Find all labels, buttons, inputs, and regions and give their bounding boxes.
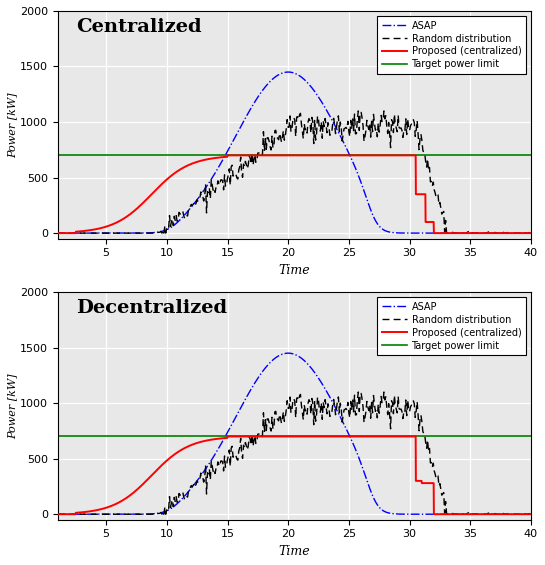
Random distribution (311, 140, 317, 147)
ASAP (514, 230, 521, 237)
Proposed (centralized) (514, 511, 520, 518)
ASAP (427, 511, 434, 518)
Proposed (centralized) (272, 433, 278, 440)
Target power limit (42, 152, 49, 159)
Proposed (centralized) (284, 152, 291, 159)
ASAP (285, 69, 292, 76)
Text: Decentralized: Decentralized (76, 299, 228, 317)
Random distribution (443, 229, 450, 236)
ASAP (272, 73, 278, 80)
Line: ASAP: ASAP (58, 72, 531, 233)
Random distribution (355, 107, 361, 114)
ASAP (284, 69, 291, 76)
Line: Proposed (centralized): Proposed (centralized) (58, 155, 531, 233)
Legend: ASAP, Random distribution, Proposed (centralized), Target power limit: ASAP, Random distribution, Proposed (cen… (378, 16, 526, 74)
Proposed (centralized) (514, 511, 521, 518)
ASAP (54, 230, 61, 237)
ASAP (272, 355, 278, 362)
Proposed (centralized) (528, 511, 534, 518)
Proposed (centralized) (225, 433, 231, 440)
Proposed (centralized) (284, 433, 291, 440)
Random distribution (443, 510, 450, 516)
Proposed (centralized) (54, 511, 61, 518)
Proposed (centralized) (427, 219, 434, 225)
Random distribution (54, 511, 61, 518)
Random distribution (517, 229, 524, 236)
Random distribution (282, 414, 288, 420)
Y-axis label: Power [kW]: Power [kW] (7, 373, 17, 439)
ASAP (78, 511, 85, 518)
Target power limit (54, 433, 61, 440)
Line: Random distribution: Random distribution (58, 392, 531, 514)
Proposed (centralized) (427, 480, 434, 486)
Random distribution (336, 128, 343, 135)
Line: ASAP: ASAP (58, 353, 531, 514)
Random distribution (311, 421, 317, 428)
ASAP (514, 511, 521, 518)
Random distribution (517, 511, 524, 518)
Proposed (centralized) (78, 228, 85, 234)
ASAP (528, 230, 534, 237)
ASAP (528, 511, 534, 518)
Random distribution (279, 415, 286, 421)
ASAP (427, 230, 434, 237)
Proposed (centralized) (272, 152, 278, 159)
Random distribution (528, 511, 534, 518)
Random distribution (282, 133, 288, 140)
ASAP (54, 511, 61, 518)
Proposed (centralized) (225, 152, 231, 159)
Proposed (centralized) (514, 230, 520, 237)
Proposed (centralized) (54, 230, 61, 237)
Line: Proposed (centralized): Proposed (centralized) (58, 437, 531, 514)
Y-axis label: Power [kW]: Power [kW] (7, 92, 17, 158)
Legend: ASAP, Random distribution, Proposed (centralized), Target power limit: ASAP, Random distribution, Proposed (cen… (378, 297, 526, 355)
ASAP (514, 230, 520, 237)
Random distribution (336, 409, 343, 416)
Target power limit (54, 152, 61, 159)
Random distribution (528, 230, 534, 237)
Proposed (centralized) (514, 230, 521, 237)
Proposed (centralized) (78, 509, 85, 516)
ASAP (285, 350, 292, 357)
Line: Random distribution: Random distribution (58, 111, 531, 233)
X-axis label: Time: Time (278, 545, 310, 558)
ASAP (514, 511, 520, 518)
Text: Centralized: Centralized (76, 18, 202, 36)
X-axis label: Time: Time (278, 264, 310, 277)
Random distribution (355, 389, 361, 396)
Proposed (centralized) (528, 230, 534, 237)
ASAP (78, 230, 85, 237)
Target power limit (42, 433, 49, 440)
Random distribution (279, 134, 286, 141)
ASAP (284, 350, 291, 357)
Random distribution (54, 230, 61, 237)
